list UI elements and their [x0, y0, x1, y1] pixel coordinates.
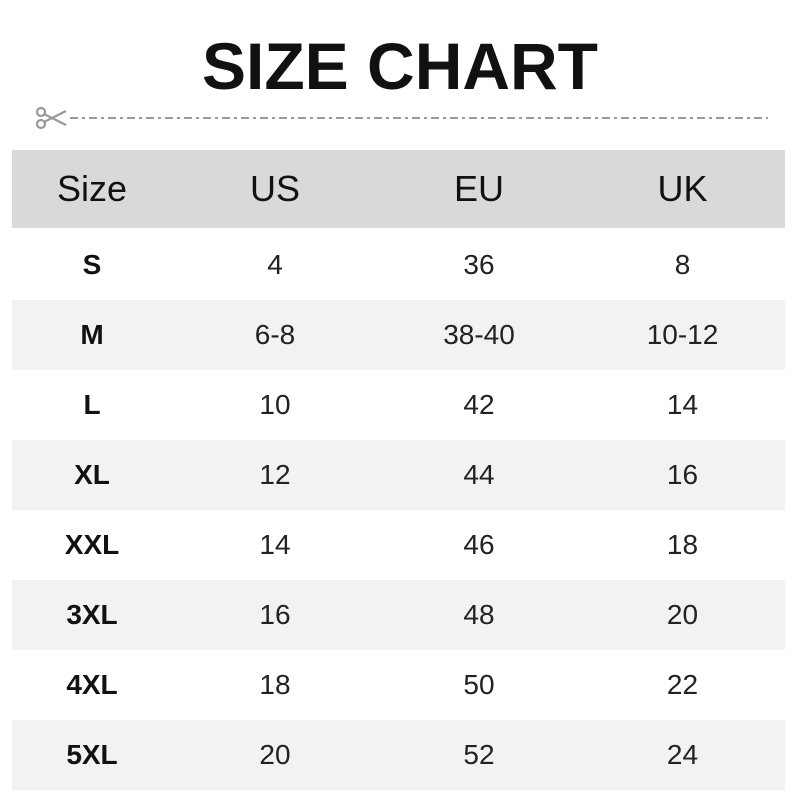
- scissors-icon: [35, 106, 67, 130]
- cell-eu: 42: [463, 389, 495, 420]
- table-row: M 6-8 38-40 10-12: [12, 300, 785, 370]
- header-size: Size: [56, 168, 128, 209]
- cell-size: 5XL: [66, 739, 118, 770]
- cell-eu: 44: [463, 459, 495, 490]
- cell-uk: 8: [674, 249, 691, 280]
- cell-size: L: [83, 389, 101, 420]
- cell-eu: 46: [463, 529, 495, 560]
- cell-size: 4XL: [66, 669, 118, 700]
- cell-size: XXL: [64, 529, 120, 560]
- cell-uk: 22: [666, 669, 699, 700]
- table-row: 4XL 18 50 22: [12, 650, 785, 720]
- table-header-row: Size US EU UK: [12, 150, 785, 228]
- table-row: S 4 36 8: [12, 230, 785, 300]
- header-us: US: [249, 168, 300, 209]
- cell-uk: 14: [666, 389, 699, 420]
- cell-uk: 18: [666, 529, 699, 560]
- table-row: L 10 42 14: [12, 370, 785, 440]
- cell-size: M: [80, 319, 104, 350]
- cut-line: [35, 106, 768, 130]
- table-row: XXL 14 46 18: [12, 510, 785, 580]
- table-row: XL 12 44 16: [12, 440, 785, 510]
- cell-us: 14: [259, 529, 291, 560]
- cell-size: S: [82, 249, 102, 280]
- cell-us: 18: [259, 669, 291, 700]
- cell-uk: 16: [666, 459, 699, 490]
- cell-eu: 50: [463, 669, 495, 700]
- cell-uk: 24: [666, 739, 699, 770]
- cell-uk: 10-12: [646, 319, 719, 350]
- cell-size: 3XL: [66, 599, 118, 630]
- table-row: 5XL 20 52 24: [12, 720, 785, 790]
- cell-us: 4: [267, 249, 283, 280]
- size-table: Size US EU UK S 4 36 8 M 6-8 38-40 10-12 L 10 42 14…: [12, 150, 785, 790]
- cell-eu: 48: [463, 599, 495, 630]
- header-uk: UK: [657, 168, 708, 209]
- header-eu: EU: [453, 168, 504, 209]
- table-row: 3XL 16 48 20: [12, 580, 785, 650]
- page-title: SIZE CHART: [202, 29, 598, 103]
- cell-eu: 38-40: [443, 319, 515, 350]
- cell-us: 16: [259, 599, 291, 630]
- cell-us: 20: [259, 739, 291, 770]
- cell-us: 6-8: [254, 319, 296, 350]
- cell-eu: 52: [463, 739, 495, 770]
- cell-uk: 20: [666, 599, 699, 630]
- cell-eu: 36: [463, 249, 495, 280]
- cell-us: 12: [259, 459, 291, 490]
- cell-us: 10: [259, 389, 291, 420]
- cell-size: XL: [74, 459, 110, 490]
